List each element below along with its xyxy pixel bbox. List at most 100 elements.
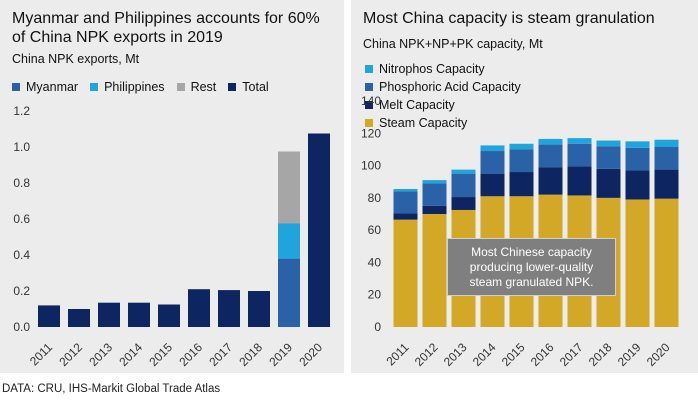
legend-label: Total bbox=[242, 80, 269, 94]
bar-phosphoric-acid-capacity bbox=[393, 191, 418, 214]
bar-nitrophos-capacity bbox=[625, 141, 650, 148]
bar-total bbox=[128, 302, 150, 327]
x-tick-label: 2018 bbox=[586, 340, 615, 369]
x-tick-label: 2017 bbox=[557, 340, 586, 369]
legend-label: Myanmar bbox=[26, 80, 79, 94]
x-tick-label: 2014 bbox=[116, 340, 145, 369]
x-tick-label: 2018 bbox=[236, 340, 265, 369]
chart-annotation-callout: Most Chinese capacity producing lower-qu… bbox=[447, 238, 616, 296]
bar-phosphoric-acid-capacity bbox=[509, 149, 534, 173]
bar-total bbox=[68, 309, 90, 327]
legend-item-melt: Melt Capacity bbox=[365, 98, 455, 112]
x-tick-label: 2020 bbox=[296, 340, 325, 369]
bar-phosphoric-acid-capacity bbox=[480, 151, 505, 174]
legend-item-rest: Rest bbox=[176, 80, 217, 94]
bar-nitrophos-capacity bbox=[480, 145, 505, 152]
bar-nitrophos-capacity bbox=[596, 140, 621, 147]
y-tick-label: 60 bbox=[368, 223, 382, 237]
legend-item-philippines: Philippines bbox=[90, 80, 165, 94]
bar-steam-capacity bbox=[393, 219, 418, 327]
legend-swatch bbox=[176, 83, 185, 91]
x-tick-label: 2017 bbox=[206, 340, 235, 369]
x-tick-label: 2014 bbox=[470, 340, 499, 369]
bar-phosphoric-acid-capacity bbox=[422, 183, 447, 206]
y-tick-label: 1.2 bbox=[13, 104, 30, 118]
bar-total bbox=[308, 133, 330, 327]
legend-item-nitrophos: Nitrophos Capacity bbox=[365, 62, 485, 76]
data-source-note: DATA: CRU, IHS-Markit Global Trade Atlas bbox=[2, 383, 221, 395]
y-tick-label: 100 bbox=[361, 159, 381, 173]
bar-nitrophos-capacity bbox=[538, 138, 563, 145]
y-tick-label: 20 bbox=[368, 288, 382, 302]
bar-steam-capacity bbox=[625, 199, 650, 327]
bar-total bbox=[188, 289, 210, 327]
y-tick-label: 0.8 bbox=[13, 176, 30, 190]
bar-total bbox=[158, 304, 180, 327]
y-tick-label: 1.0 bbox=[13, 140, 30, 154]
bar-rest bbox=[278, 151, 300, 224]
legend-swatch bbox=[12, 83, 20, 91]
x-tick-label: 2013 bbox=[441, 340, 470, 369]
bar-phosphoric-acid-capacity bbox=[567, 143, 592, 167]
left-chart-subtitle: China NPK exports, Mt bbox=[12, 52, 140, 66]
legend-swatch bbox=[365, 119, 373, 127]
legend-swatch bbox=[365, 83, 373, 91]
bar-steam-capacity bbox=[654, 198, 679, 327]
bar-nitrophos-capacity bbox=[393, 188, 418, 192]
legend-label: Philippines bbox=[104, 80, 165, 94]
bar-melt-capacity bbox=[393, 213, 418, 220]
bar-melt-capacity bbox=[567, 166, 592, 196]
legend-item-myanmar: Myanmar bbox=[12, 80, 78, 94]
legend-item-phosphoric: Phosphoric Acid Capacity bbox=[365, 80, 521, 94]
bar-melt-capacity bbox=[596, 168, 621, 198]
legend-label: Melt Capacity bbox=[379, 98, 455, 112]
bar-total bbox=[248, 291, 270, 327]
bar-nitrophos-capacity bbox=[509, 143, 534, 150]
y-tick-label: 0.4 bbox=[13, 248, 30, 262]
bar-phosphoric-acid-capacity bbox=[538, 144, 563, 168]
y-tick-label: 0.6 bbox=[13, 212, 30, 226]
bar-nitrophos-capacity bbox=[654, 139, 679, 148]
x-tick-label: 2012 bbox=[412, 340, 441, 369]
legend-label: Nitrophos Capacity bbox=[379, 62, 485, 76]
bar-melt-capacity bbox=[480, 173, 505, 197]
bar-melt-capacity bbox=[538, 167, 563, 195]
x-tick-label: 2016 bbox=[528, 340, 557, 369]
bar-nitrophos-capacity bbox=[451, 169, 476, 174]
y-tick-label: 40 bbox=[368, 255, 382, 269]
right-chart-title: Most China capacity is steam granulation bbox=[363, 10, 655, 27]
bar-total bbox=[98, 302, 120, 327]
legend-item-steam: Steam Capacity bbox=[365, 116, 467, 130]
legend-swatch bbox=[90, 83, 99, 91]
x-tick-label: 2011 bbox=[383, 340, 411, 368]
x-tick-label: 2020 bbox=[644, 340, 673, 369]
bar-nitrophos-capacity bbox=[422, 180, 447, 184]
legend-swatch bbox=[365, 101, 373, 109]
bar-total bbox=[38, 305, 60, 327]
x-tick-label: 2015 bbox=[146, 340, 175, 369]
bar-phosphoric-acid-capacity bbox=[451, 173, 476, 198]
left-chart-panel: Myanmar and Philippines accounts for 60%… bbox=[0, 0, 344, 373]
legend-label: Rest bbox=[190, 80, 217, 94]
x-tick-label: 2013 bbox=[86, 340, 115, 369]
x-tick-label: 2015 bbox=[499, 340, 528, 369]
bar-melt-capacity bbox=[625, 170, 650, 200]
y-tick-label: 80 bbox=[368, 191, 382, 205]
x-tick-label: 2012 bbox=[56, 340, 85, 369]
bar-melt-capacity bbox=[654, 169, 679, 199]
right-chart-subtitle: China NPK+NP+PK capacity, Mt bbox=[363, 37, 543, 51]
bar-myanmar bbox=[278, 258, 300, 327]
bar-phosphoric-acid-capacity bbox=[625, 147, 650, 171]
x-tick-label: 2019 bbox=[615, 340, 644, 369]
x-tick-label: 2019 bbox=[266, 340, 295, 369]
bar-melt-capacity bbox=[422, 205, 447, 214]
y-tick-label: 0.0 bbox=[13, 320, 30, 334]
bar-phosphoric-acid-capacity bbox=[596, 146, 621, 169]
bar-steam-capacity bbox=[422, 214, 447, 327]
legend-label: Phosphoric Acid Capacity bbox=[379, 80, 521, 94]
y-tick-label: 120 bbox=[361, 126, 381, 140]
left-chart-title: Myanmar and Philippines accounts for 60%… bbox=[12, 10, 320, 46]
y-tick-label: 0.2 bbox=[13, 284, 30, 298]
